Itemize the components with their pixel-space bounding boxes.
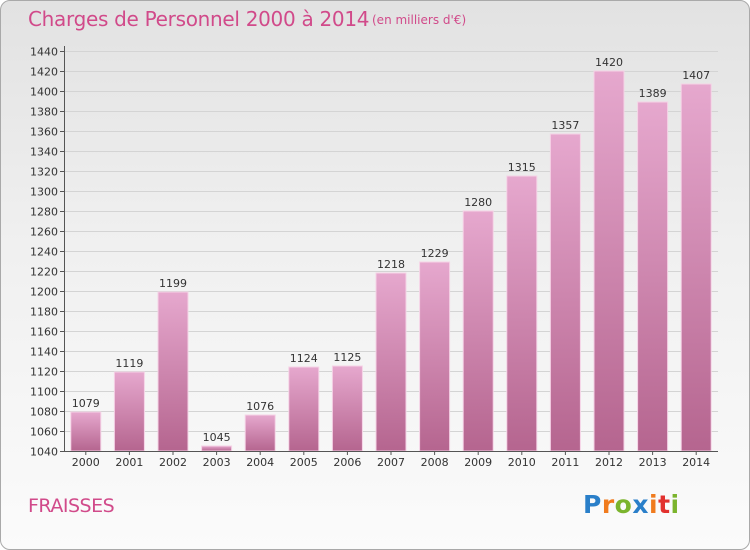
data-label: 1124 [290, 352, 318, 365]
y-tick-label: 1140 [30, 346, 58, 359]
y-tick-label: 1400 [30, 86, 58, 99]
y-tick-label: 1360 [30, 126, 58, 139]
bar [113, 371, 145, 452]
logo-letter: o [614, 490, 633, 519]
x-tick-label: 2004 [246, 456, 274, 469]
x-tick-label: 2012 [595, 456, 623, 469]
bar [331, 365, 363, 452]
x-tick-label: 2007 [377, 456, 405, 469]
x-tick-label: 2005 [290, 456, 318, 469]
y-tick-label: 1420 [30, 66, 58, 79]
y-tick-label: 1160 [30, 326, 58, 339]
bar [549, 133, 581, 452]
x-tick-label: 2010 [508, 456, 536, 469]
y-tick-label: 1300 [30, 186, 58, 199]
data-label: 1229 [421, 247, 449, 260]
bar [70, 411, 102, 452]
x-tick-label: 2013 [639, 456, 667, 469]
bar [506, 175, 538, 452]
bar [637, 101, 669, 452]
chart-title: Charges de Personnel 2000 à 2014 [28, 7, 370, 31]
bar [244, 414, 276, 452]
bar [375, 272, 407, 452]
bar [593, 70, 625, 452]
x-tick-label: 2011 [551, 456, 579, 469]
bar [680, 83, 712, 452]
x-tick-label: 2002 [159, 456, 187, 469]
data-label: 1199 [159, 277, 187, 290]
data-label: 1119 [115, 357, 143, 370]
data-label: 1079 [72, 397, 100, 410]
y-tick-label: 1220 [30, 266, 58, 279]
y-axis: 1040 1060 1080 1100 1120 1140 1160 1180 1200 1220… [30, 46, 65, 459]
y-tick-label: 1320 [30, 166, 58, 179]
logo-letter: x [632, 490, 649, 519]
y-tick-label: 1120 [30, 366, 58, 379]
data-label: 1280 [464, 196, 492, 209]
bar [157, 291, 189, 452]
y-tick-label: 1200 [30, 286, 58, 299]
logo-letter: r [601, 490, 615, 519]
logo-letter: t [658, 490, 671, 519]
y-tick-label: 1080 [30, 406, 58, 419]
x-tick-label: 2003 [203, 456, 231, 469]
x-tick-label: 2000 [72, 456, 100, 469]
y-tick-label: 1380 [30, 106, 58, 119]
data-label: 1315 [508, 161, 536, 174]
bar [419, 261, 451, 452]
x-tick-label: 2006 [333, 456, 361, 469]
logo-letter: i [670, 490, 680, 519]
data-label: 1357 [551, 119, 579, 132]
y-tick-label: 1100 [30, 386, 58, 399]
y-tick-label: 1180 [30, 306, 58, 319]
data-label: 1045 [203, 431, 231, 444]
y-tick-label: 1260 [30, 226, 58, 239]
y-tick-label: 1280 [30, 206, 58, 219]
x-tick-label: 2008 [421, 456, 449, 469]
y-tick-label: 1040 [30, 446, 58, 459]
chart-subtitle: (en milliers d'€) [372, 13, 467, 27]
data-label: 1389 [639, 87, 667, 100]
data-label: 1125 [333, 351, 361, 364]
bar [288, 366, 320, 452]
logo-letter: P [583, 490, 602, 519]
data-label: 1076 [246, 400, 274, 413]
data-label: 1420 [595, 56, 623, 69]
x-tick-label: 2001 [115, 456, 143, 469]
bars: 1079 1119 1199 1045 1076 1124 1125 1218 1229 1280… [70, 56, 712, 452]
x-tick-label: 2009 [464, 456, 492, 469]
data-label: 1218 [377, 258, 405, 271]
x-axis: 2000 2001 2002 2003 2004 2005 2006 2007 2008 2009… [64, 451, 718, 469]
proxiti-logo[interactable]: Proxiti [583, 490, 680, 519]
bar [201, 445, 233, 452]
y-tick-label: 1060 [30, 426, 58, 439]
data-label: 1407 [682, 69, 710, 82]
y-tick-label: 1340 [30, 146, 58, 159]
x-tick-label: 2014 [682, 456, 710, 469]
city-name: FRAISSES [28, 495, 115, 517]
y-tick-label: 1440 [30, 46, 58, 59]
logo-letter: i [649, 490, 659, 519]
bar [462, 210, 494, 452]
y-tick-label: 1240 [30, 246, 58, 259]
